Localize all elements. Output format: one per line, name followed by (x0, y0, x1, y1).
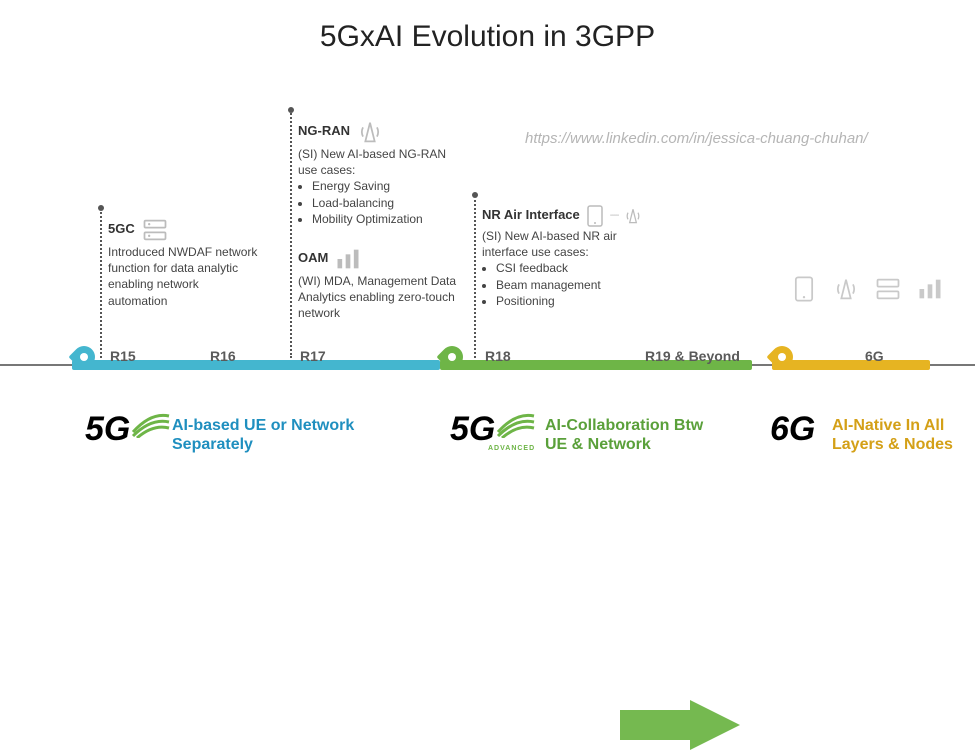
callout-nrair: NR Air Interface - - - - (SI) New AI-bas… (482, 204, 652, 309)
callout-ngran: NG-RAN (SI) New AI-based NG-RAN use case… (298, 118, 463, 227)
logo-6g: 6G (770, 410, 815, 449)
server-icon (141, 216, 169, 244)
icon-row-6g (790, 275, 944, 303)
callout-5gc-body: Introduced NWDAF network function for da… (108, 244, 258, 309)
antenna-icon (832, 275, 860, 303)
r19-arrow-icon (620, 700, 740, 750)
callout-oam-head: OAM (298, 249, 328, 267)
logo-5g-advanced: 5G ADVANCED (450, 410, 536, 452)
timeline-gap (752, 364, 772, 366)
callout-ngran-head: NG-RAN (298, 122, 350, 140)
list-item: Positioning (496, 293, 652, 309)
phone-icon (586, 204, 604, 228)
antenna-icon (623, 204, 643, 228)
logo-5g: 5G (85, 410, 171, 449)
callout-nrair-list: CSI feedback Beam management Positioning (496, 260, 652, 309)
timeline-seg-6g (772, 360, 930, 370)
release-r16: R16 (210, 348, 236, 364)
callout-ngran-list: Energy Saving Load-balancing Mobility Op… (312, 178, 463, 227)
release-r18: R18 (485, 348, 511, 364)
list-item: Load-balancing (312, 195, 463, 211)
footer-label-5g: AI-based UE or Network Separately (172, 416, 362, 454)
release-r15: R15 (110, 348, 136, 364)
list-item: Energy Saving (312, 178, 463, 194)
release-r17: R17 (300, 348, 326, 364)
callout-nrair-sub: (SI) New AI-based NR air interface use c… (482, 228, 652, 260)
logo-5gadv-sub: ADVANCED (488, 445, 536, 452)
callout-5gc-head: 5GC (108, 220, 135, 238)
callout-ngran-sub: (SI) New AI-based NG-RAN use cases: (298, 146, 463, 178)
callout-nrair-head: NR Air Interface (482, 206, 580, 224)
logo-5g-text: 5G (85, 410, 130, 448)
release-6g: 6G (865, 348, 884, 364)
wave-icon (496, 410, 536, 438)
callout-5gc: 5GC Introduced NWDAF network function fo… (108, 216, 258, 309)
phone-icon (790, 275, 818, 303)
leader-ngran (290, 110, 292, 358)
list-item: CSI feedback (496, 260, 652, 276)
page-title: 5GxAI Evolution in 3GPP (0, 20, 975, 54)
leader-5gc (100, 208, 102, 358)
footer-label-5gadv: AI-Collaboration Btw UE & Network (545, 416, 715, 454)
callout-oam: OAM (WI) MDA, Management Data Analytics … (298, 245, 458, 322)
chart-icon (334, 245, 362, 273)
leader-dot-nrair (472, 192, 478, 198)
timeline-lead-out (930, 364, 975, 366)
callout-oam-body: (WI) MDA, Management Data Analytics enab… (298, 273, 458, 322)
wave-icon (131, 410, 171, 438)
list-item: Mobility Optimization (312, 211, 463, 227)
footer-label-6g: AI-Native In All Layers & Nodes (832, 416, 972, 454)
timeline-lead-in (0, 364, 72, 366)
leader-dot-5gc (98, 205, 104, 211)
chart-icon (916, 275, 944, 303)
leader-nrair (474, 195, 476, 358)
release-r19: R19 & Beyond (645, 348, 740, 364)
watermark-link: https://www.linkedin.com/in/jessica-chua… (525, 130, 868, 147)
antenna-icon (356, 118, 384, 146)
radio-link-icon: - - - - (610, 209, 618, 223)
leader-dot-ngran (288, 107, 294, 113)
list-item: Beam management (496, 277, 652, 293)
logo-5gadv-text: 5G (450, 410, 495, 448)
server-icon (874, 275, 902, 303)
logo-6g-text: 6G (770, 410, 815, 448)
